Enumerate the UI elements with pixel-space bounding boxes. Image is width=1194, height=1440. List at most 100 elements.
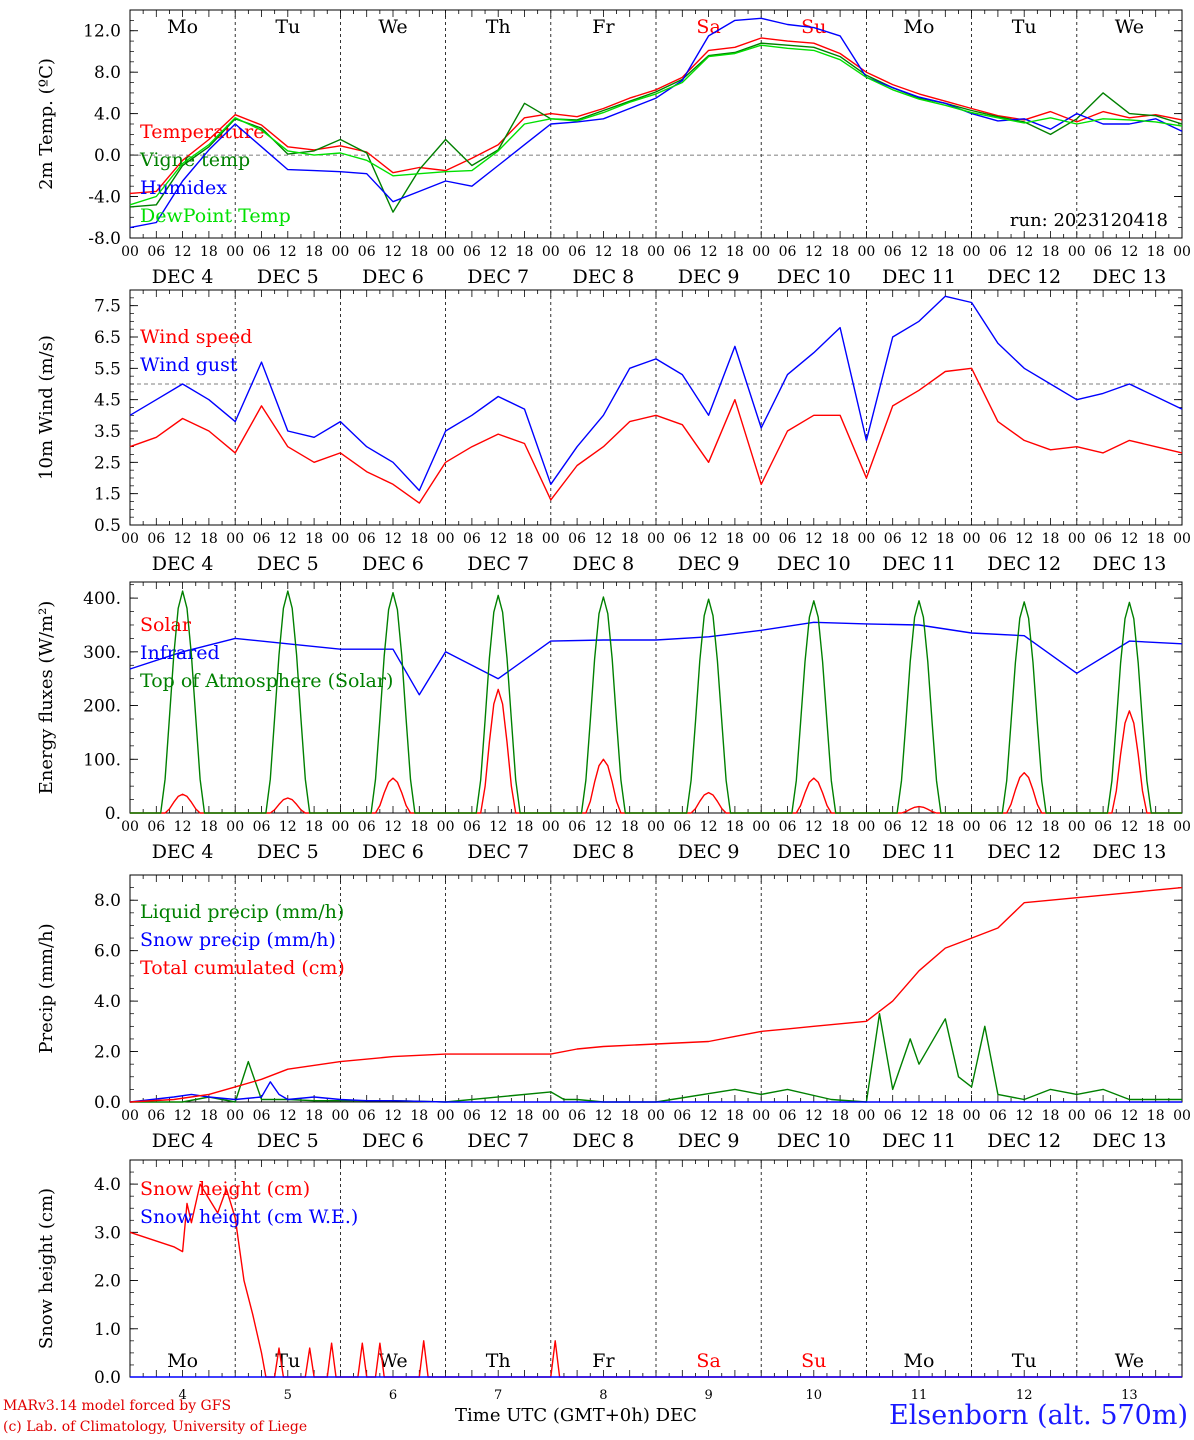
legend-entry: DewPoint Temp (140, 205, 291, 227)
day-label: DEC 6 (362, 553, 424, 575)
date-number-label: 12 (1016, 1388, 1033, 1403)
y-tick-label: 0.0 (94, 1368, 121, 1388)
hour-tick-label: 06 (358, 244, 376, 260)
hour-tick-label: 18 (621, 531, 639, 547)
hour-tick-label: 00 (1068, 819, 1086, 835)
panel-5: 0.0 1.0 2.0 3.0 4.0 Snow height (cm) Mo Tu We Th F… (36, 1159, 1183, 1403)
hour-tick-label: 00 (647, 819, 665, 835)
y-tick-label: 2.5 (94, 453, 121, 473)
day-label: DEC 7 (467, 1130, 529, 1152)
series-line-vigne-temp (129, 42, 1183, 213)
weekday-label: Mo (904, 16, 935, 38)
hour-tick-label: 06 (989, 531, 1007, 547)
hour-tick-label: 06 (358, 531, 376, 547)
y-tick-label: 2.0 (94, 1043, 121, 1063)
hour-tick-label: 12 (1120, 244, 1138, 260)
hour-tick-label: 12 (489, 1108, 507, 1124)
day-label: DEC 12 (987, 1130, 1061, 1152)
day-label: DEC 4 (152, 841, 214, 863)
hour-tick-label: 12 (174, 1108, 192, 1124)
date-number-label: 7 (494, 1388, 502, 1403)
hour-tick-label: 18 (936, 531, 954, 547)
y-axis-label: Precip (mm/h) (36, 923, 57, 1053)
hour-tick-label: 18 (305, 819, 323, 835)
day-label: DEC 6 (362, 1130, 424, 1152)
series-line-dewpoint-temp (129, 44, 1183, 206)
weekday-label: Su (801, 1350, 826, 1372)
series-line-temperature (129, 37, 1183, 195)
hour-tick-label: 12 (805, 819, 823, 835)
hour-tick-label: 00 (542, 531, 560, 547)
hour-tick-label: 00 (752, 819, 770, 835)
hour-tick-label: 00 (542, 1108, 560, 1124)
hour-tick-label: 12 (594, 1108, 612, 1124)
hour-tick-label: 12 (805, 531, 823, 547)
legend-entry: Vigne temp (139, 149, 250, 171)
hour-tick-label: 00 (226, 819, 244, 835)
day-label: DEC 8 (573, 841, 635, 863)
hour-tick-label: 00 (963, 531, 981, 547)
hour-tick-label: 00 (437, 244, 455, 260)
weekday-label: We (1115, 16, 1144, 38)
hour-tick-label: 00 (752, 244, 770, 260)
y-tick-label: 0. (105, 804, 121, 824)
day-label: DEC 8 (573, 266, 635, 288)
y-tick-label: 3.5 (94, 422, 121, 442)
legend-entry: Infrared (140, 642, 220, 664)
hour-tick-label: 00 (857, 531, 875, 547)
series-line-top-of-atmosphere-solar (130, 590, 1182, 814)
y-tick-label: 0.0 (94, 1093, 121, 1113)
hour-tick-label: 06 (568, 244, 586, 260)
day-label: DEC 5 (257, 841, 319, 863)
y-tick-label: 4.5 (94, 391, 121, 411)
day-label: DEC 5 (257, 1130, 319, 1152)
date-number-label: 5 (284, 1388, 292, 1403)
hour-tick-label: 06 (673, 244, 691, 260)
day-label: DEC 12 (987, 841, 1061, 863)
hour-tick-label: 00 (647, 531, 665, 547)
day-label: DEC 10 (777, 841, 851, 863)
hour-tick-label: 18 (936, 244, 954, 260)
legend-entry: Liquid precip (mm/h) (140, 901, 344, 923)
hour-tick-label: 00 (437, 819, 455, 835)
hour-tick-label: 00 (331, 531, 349, 547)
weekday-label: Sa (696, 16, 720, 38)
hour-tick-label: 06 (463, 819, 481, 835)
hour-tick-label: 18 (936, 1108, 954, 1124)
hour-tick-label: 18 (1042, 1108, 1060, 1124)
hour-tick-label: 12 (594, 819, 612, 835)
hour-tick-label: 06 (989, 819, 1007, 835)
day-label: DEC 13 (1092, 1130, 1166, 1152)
y-tick-label: 5.5 (94, 359, 121, 379)
day-label: DEC 5 (257, 553, 319, 575)
x-axis-title: Time UTC (GMT+0h) DEC (455, 1405, 697, 1426)
hour-tick-label: 18 (516, 1108, 534, 1124)
date-number-label: 9 (704, 1388, 712, 1403)
hour-tick-label: 18 (410, 531, 428, 547)
hour-tick-label: 00 (857, 244, 875, 260)
date-number-label: 11 (911, 1388, 928, 1403)
y-tick-label: -8.0 (88, 229, 121, 249)
day-label: DEC 13 (1092, 553, 1166, 575)
series-line-snow-precip-mm-h (129, 1081, 1182, 1103)
hour-tick-label: 12 (700, 819, 718, 835)
day-label: DEC 8 (573, 553, 635, 575)
legend-entry: Total cumulated (cm) (140, 957, 345, 979)
hour-tick-label: 00 (752, 531, 770, 547)
day-label: DEC 12 (987, 553, 1061, 575)
hour-tick-label: 12 (384, 819, 402, 835)
hour-tick-label: 00 (963, 819, 981, 835)
hour-tick-label: 18 (200, 244, 218, 260)
weekday-label: Mo (167, 1350, 198, 1372)
hour-tick-label: 00 (226, 531, 244, 547)
hour-tick-label: 00 (331, 819, 349, 835)
hour-tick-label: 12 (1120, 531, 1138, 547)
weekday-label: We (378, 1350, 407, 1372)
legend-entry: Humidex (140, 177, 227, 199)
hour-tick-label: 00 (437, 1108, 455, 1124)
hour-tick-label: 06 (673, 531, 691, 547)
y-axis-label: Snow height (cm) (36, 1188, 57, 1349)
hour-tick-label: 12 (489, 531, 507, 547)
day-label: DEC 10 (777, 1130, 851, 1152)
y-tick-label: 0.5 (94, 516, 121, 536)
